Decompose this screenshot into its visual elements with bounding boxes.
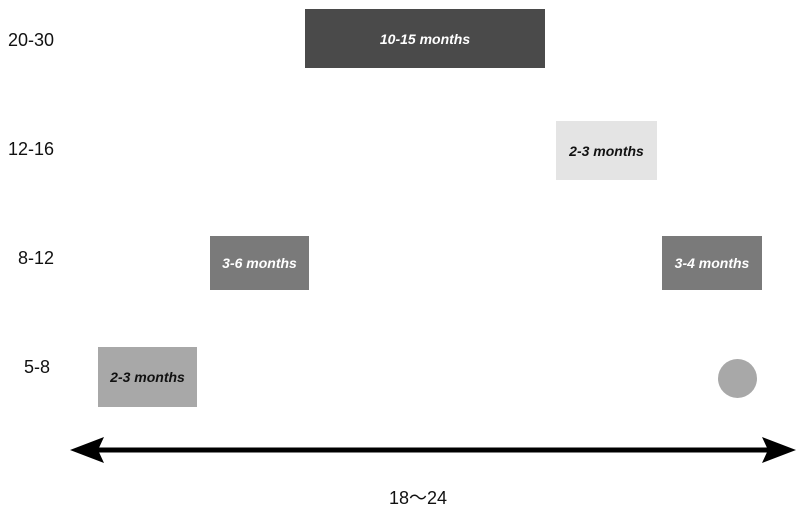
row-label-5-8: 5-8 <box>24 357 51 377</box>
row-label-12-16: 12-16 <box>8 139 55 159</box>
row-label-20-30: 20-30 <box>8 30 55 50</box>
bar-2-3-months-lower: 2-3 months <box>98 347 197 407</box>
left-arrowhead <box>70 437 104 463</box>
bar-2-3-months-upper: 2-3 months <box>556 121 657 180</box>
bar-10-15-months: 10-15 months <box>305 9 545 68</box>
row-label-8-12: 8-12 <box>18 248 55 268</box>
axis-caption: 18～24 <box>389 488 448 508</box>
bar-3-4-months: 3-4 months <box>662 236 762 290</box>
end-marker-dot <box>718 359 757 398</box>
right-arrowhead <box>762 437 796 463</box>
bar-3-6-months: 3-6 months <box>210 236 309 290</box>
